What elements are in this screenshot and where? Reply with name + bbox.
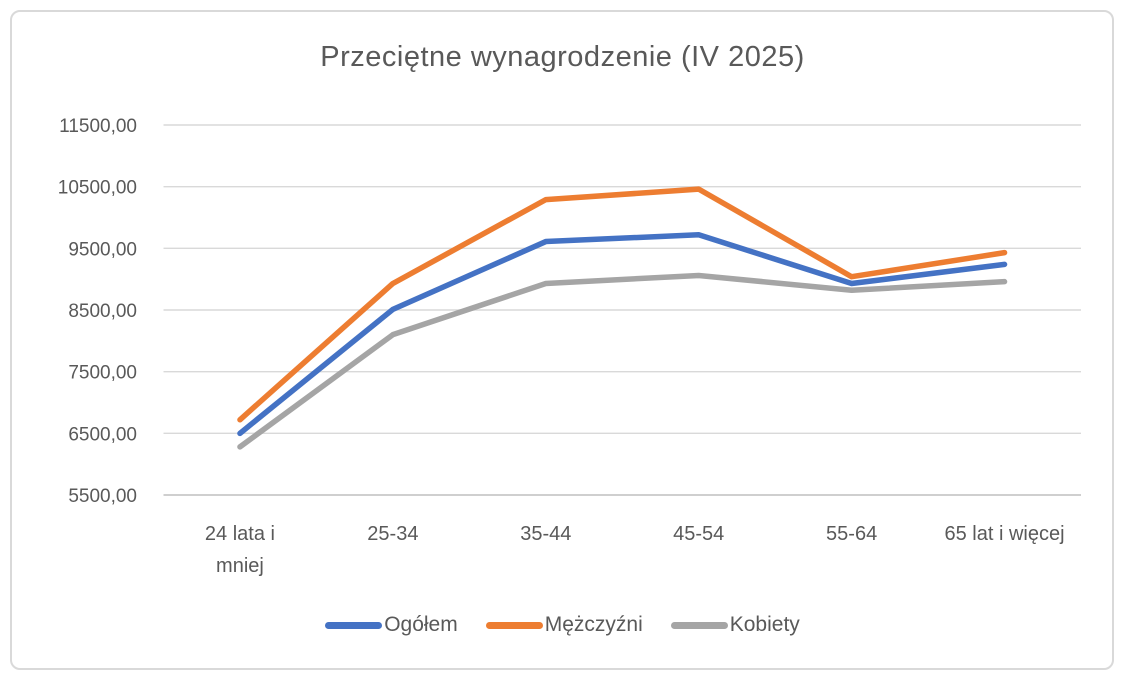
- series-line-mezczyzni: [237, 186, 1008, 423]
- x-tick-label: 24 lata i: [205, 523, 275, 545]
- legend-item-mezczyzni: Mężczyźni: [485, 613, 643, 637]
- y-tick-label: 8500,00: [68, 301, 137, 322]
- y-tick-label: 5500,00: [68, 486, 137, 507]
- y-tick-label: 11500,00: [59, 116, 137, 137]
- legend-item-ogolem: Ogółem: [325, 613, 458, 637]
- x-tick-label: 55-64: [826, 523, 877, 545]
- y-tick-label: 7500,00: [68, 363, 137, 384]
- legend: Ogółem Mężczyźni Kobiety: [0, 613, 1125, 637]
- legend-item-kobiety: Kobiety: [670, 613, 800, 637]
- x-tick-label: mniej: [216, 555, 264, 577]
- legend-label-ogolem: Ogółem: [384, 613, 458, 636]
- x-tick-label: 65 lat i więcej: [945, 523, 1065, 545]
- legend-label-mezczyzni: Mężczyźni: [544, 613, 643, 636]
- x-tick-label: 25-34: [367, 523, 418, 545]
- legend-marker-mezczyzni: [485, 621, 543, 629]
- series-line-ogolem: [237, 232, 1008, 437]
- y-tick-label: 9500,00: [68, 239, 137, 260]
- chart-title: Przeciętne wynagrodzenie (IV 2025): [320, 41, 805, 73]
- x-tick-label: 35-44: [520, 523, 571, 545]
- chart-frame: [10, 10, 1114, 670]
- legend-label-kobiety: Kobiety: [729, 613, 800, 636]
- legend-marker-ogolem: [325, 621, 383, 629]
- y-tick-label: 10500,00: [58, 178, 137, 199]
- x-tick-label: 45-54: [673, 523, 724, 545]
- series-line-kobiety: [237, 272, 1008, 450]
- y-tick-label: 6500,00: [68, 424, 137, 445]
- legend-marker-kobiety: [670, 621, 728, 629]
